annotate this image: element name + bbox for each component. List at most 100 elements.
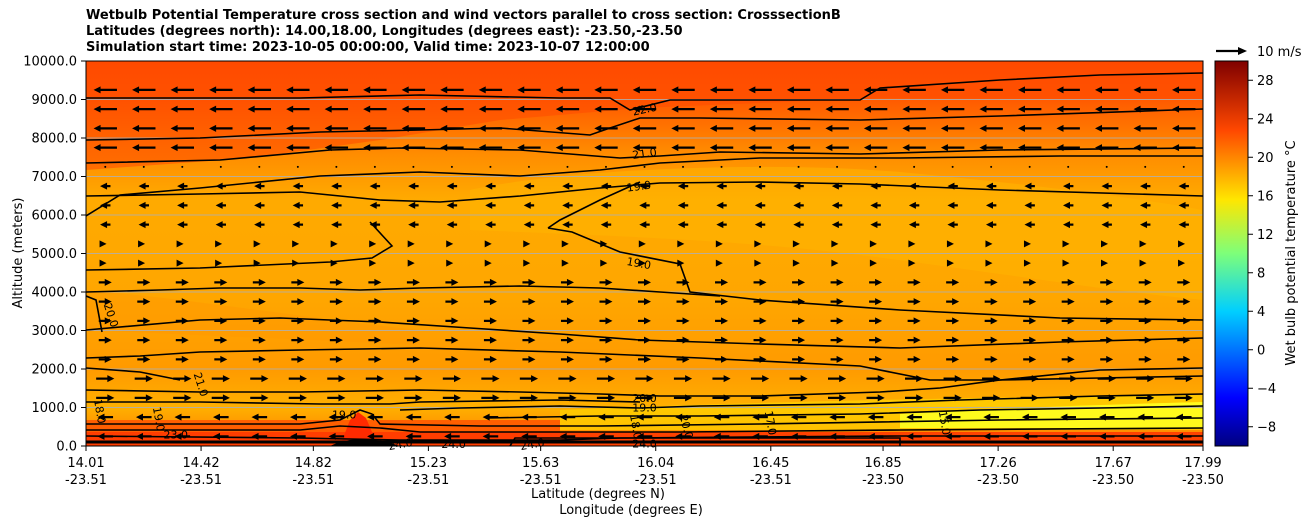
wind-vector-head bbox=[867, 413, 875, 421]
wind-vector-head bbox=[286, 86, 294, 94]
wind-vector-head bbox=[258, 355, 266, 363]
wind-vector bbox=[902, 144, 926, 152]
wind-vector bbox=[632, 144, 657, 152]
wind-vector bbox=[908, 201, 920, 209]
wind-vector-head bbox=[1175, 432, 1183, 440]
wind-vector bbox=[709, 144, 734, 152]
wind-vector bbox=[211, 394, 230, 402]
colorbar-label: Wet bulb potential temperature °C bbox=[1284, 140, 1299, 365]
wind-vector bbox=[985, 221, 997, 229]
wind-vector bbox=[748, 144, 772, 152]
wind-vector-head bbox=[1144, 298, 1152, 306]
wind-vector-head bbox=[632, 105, 640, 113]
wind-vector-head bbox=[517, 86, 525, 94]
wind-vector-head bbox=[254, 201, 262, 209]
wind-vector-head bbox=[979, 105, 987, 113]
wind-vector-head bbox=[875, 278, 883, 286]
wind-vector bbox=[132, 144, 156, 152]
wind-vector bbox=[907, 298, 921, 306]
wind-vector-head bbox=[566, 298, 574, 306]
wind-vector bbox=[331, 221, 342, 229]
wind-vector bbox=[1095, 144, 1119, 152]
wind-vector bbox=[594, 124, 618, 132]
wind-vector-head bbox=[752, 413, 760, 421]
wind-vector bbox=[870, 182, 881, 190]
wind-vector-head bbox=[367, 413, 375, 421]
wind-vector bbox=[142, 165, 145, 168]
wind-vector bbox=[908, 221, 920, 229]
wind-vector bbox=[286, 105, 310, 113]
wind-vector bbox=[863, 86, 888, 94]
wind-vector bbox=[1023, 259, 1031, 267]
wind-vector-head bbox=[331, 182, 339, 190]
x-tick-label-lon: -23.51 bbox=[520, 473, 562, 488]
wind-vector-head bbox=[555, 105, 563, 113]
wind-vector-head bbox=[713, 413, 721, 421]
wind-vector-head bbox=[786, 86, 794, 94]
wind-vector-head bbox=[566, 336, 574, 344]
wind-vector bbox=[483, 336, 497, 344]
wind-vector-head bbox=[946, 240, 954, 248]
wind-vector bbox=[214, 355, 228, 363]
wind-vector bbox=[676, 336, 690, 344]
wind-vector-head bbox=[979, 86, 987, 94]
wind-vector bbox=[1178, 240, 1186, 248]
x-tick-label-lat: 16.85 bbox=[864, 456, 901, 471]
wind-vector-head bbox=[1144, 317, 1152, 325]
wind-vector-head bbox=[1178, 259, 1186, 267]
wind-vector-head bbox=[829, 413, 837, 421]
wind-vector-head bbox=[908, 201, 916, 209]
wind-vector bbox=[984, 355, 998, 363]
wind-vector bbox=[748, 105, 772, 113]
wind-vector bbox=[1172, 124, 1196, 132]
wind-vector-head bbox=[1056, 124, 1064, 132]
wind-vector-head bbox=[682, 298, 690, 306]
x-axis-label: Latitude (degrees N) bbox=[531, 487, 665, 502]
wind-vector-head bbox=[93, 86, 101, 94]
wind-vector-head bbox=[952, 298, 960, 306]
wind-vector-head bbox=[104, 317, 112, 325]
wind-vector bbox=[946, 336, 960, 344]
wind-vector-head bbox=[646, 394, 654, 402]
wind-vector bbox=[215, 259, 223, 267]
wind-vector bbox=[209, 124, 233, 132]
contour-21-mid bbox=[86, 347, 1203, 381]
wind-vector bbox=[330, 240, 338, 248]
wind-vector-head bbox=[335, 278, 343, 286]
wind-vector-head bbox=[983, 413, 991, 421]
wind-vector bbox=[638, 336, 651, 344]
wind-vector bbox=[1133, 86, 1157, 94]
wind-vector bbox=[517, 105, 541, 113]
y-axis: 0.0 1000.0 2000.0 3000.0 4000.0 5000.0 6000.0 7… bbox=[23, 55, 86, 455]
contour-label: 19.0 bbox=[332, 408, 357, 421]
wind-vector-head bbox=[451, 355, 459, 363]
wind-vector-head bbox=[440, 86, 448, 94]
wind-vector-head bbox=[831, 201, 839, 209]
chart-title-line-1: Wetbulb Potential Temperature cross sect… bbox=[86, 8, 841, 23]
wind-vector-head bbox=[401, 124, 409, 132]
wind-vector bbox=[137, 355, 151, 363]
wind-vector bbox=[483, 355, 497, 363]
contour-24b bbox=[86, 435, 1203, 441]
x-tick-label-lon: -23.50 bbox=[1182, 473, 1224, 488]
wind-vector bbox=[327, 394, 346, 402]
wind-vector-head bbox=[374, 298, 382, 306]
wind-vector-head bbox=[209, 124, 217, 132]
wind-vector-head bbox=[1029, 298, 1037, 306]
wind-vector bbox=[519, 394, 539, 402]
wind-vector-head bbox=[478, 86, 486, 94]
wind-vector-head bbox=[1106, 336, 1114, 344]
wind-vector-head bbox=[1056, 86, 1064, 94]
wind-vector-head bbox=[863, 86, 871, 94]
wind-vector bbox=[560, 355, 574, 363]
wind-vector bbox=[97, 432, 114, 440]
wind-vector bbox=[98, 336, 112, 344]
wind-vector-head bbox=[902, 105, 910, 113]
wind-vector-head bbox=[644, 336, 651, 344]
wind-vector bbox=[1098, 413, 1115, 421]
wind-vector bbox=[412, 165, 415, 168]
wind-vector bbox=[1138, 278, 1152, 286]
wind-vector bbox=[1138, 317, 1152, 325]
wind-vector bbox=[558, 394, 577, 402]
wind-vector bbox=[482, 413, 499, 421]
